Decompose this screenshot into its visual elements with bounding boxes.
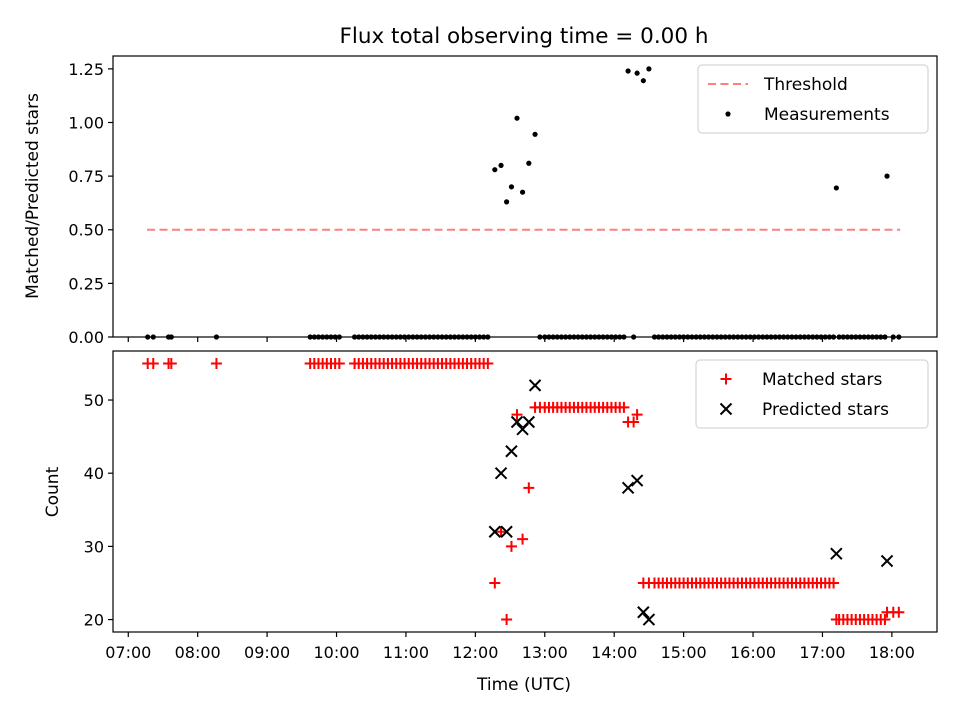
y-tick-label: 40 bbox=[84, 464, 104, 483]
matched-stars-point bbox=[495, 526, 507, 538]
x-tick-label: 12:00 bbox=[452, 643, 498, 662]
axis-ticks: 20 30 40 50 07:00 08:00 09:00 10:00 11:00 12:00 13… bbox=[84, 391, 915, 662]
matched-stars-point bbox=[147, 357, 159, 369]
legend-predicted-swatch bbox=[719, 402, 733, 416]
plot-frame bbox=[112, 350, 938, 633]
x-tick-label: 09:00 bbox=[244, 643, 290, 662]
legend-matched-swatch bbox=[720, 373, 732, 385]
matched-stars-point bbox=[165, 357, 177, 369]
y-tick-label: 50 bbox=[84, 391, 104, 410]
legend-box bbox=[695, 359, 929, 429]
matched-stars-point bbox=[210, 357, 222, 369]
x-tick-label: 18:00 bbox=[869, 643, 915, 662]
axis-ticks: 0.00 0.25 0.50 0.75 1.00 1.25 bbox=[68, 60, 893, 347]
measurement-point bbox=[498, 162, 504, 168]
y-tick-label: 30 bbox=[84, 537, 104, 556]
matched-stars-point bbox=[482, 357, 494, 369]
matched-stars-point bbox=[501, 614, 513, 626]
measurement-point bbox=[519, 189, 526, 195]
panel-title: Flux total observing time = 0.00 h bbox=[340, 24, 709, 49]
matched-stars-point bbox=[879, 614, 891, 626]
measurement-point bbox=[508, 184, 515, 190]
measurement-point bbox=[884, 173, 890, 179]
measurement-point bbox=[526, 160, 532, 166]
measurement-point bbox=[640, 78, 646, 84]
matched-stars-point bbox=[489, 577, 501, 589]
legend-label: Measurements bbox=[764, 105, 890, 125]
predicted-stars-point bbox=[880, 554, 894, 568]
data-series bbox=[142, 357, 905, 626]
y-axis-label: Matched/Predicted stars bbox=[23, 93, 43, 299]
measurement-point bbox=[646, 66, 652, 72]
matched-stars-point bbox=[631, 409, 643, 421]
x-tick-label: 17:00 bbox=[799, 643, 845, 662]
predicted-stars-point bbox=[830, 547, 843, 560]
x-tick-label: 13:00 bbox=[522, 643, 568, 662]
predicted-stars-point bbox=[505, 445, 518, 458]
x-tick-label: 10:00 bbox=[313, 643, 359, 662]
x-tick-label: 16:00 bbox=[730, 643, 776, 662]
predicted-stars-point bbox=[522, 415, 536, 429]
x-tick-label: 11:00 bbox=[383, 643, 429, 662]
legend-measurements-swatch bbox=[725, 111, 731, 117]
measurement-point bbox=[492, 167, 498, 173]
predicted-stars-point bbox=[637, 606, 650, 619]
measurement-point bbox=[504, 199, 510, 205]
y-tick-label: 20 bbox=[84, 611, 104, 630]
measurement-point bbox=[625, 68, 631, 74]
predicted-stars-point bbox=[528, 379, 542, 392]
y-tick-label: 1.00 bbox=[68, 113, 104, 132]
plot-frame bbox=[112, 55, 938, 338]
legend-label: Matched stars bbox=[762, 370, 882, 390]
star-count-panel: Count Time (UTC) 20 30 40 50 07:00 08:00 09:00… bbox=[43, 350, 938, 695]
x-axis-label: Time (UTC) bbox=[476, 675, 571, 695]
predicted-stars-point bbox=[510, 415, 524, 429]
y-tick-label: 0.75 bbox=[68, 167, 104, 186]
matched-stars-point bbox=[828, 577, 840, 589]
legend: Threshold Measurements bbox=[697, 64, 929, 134]
legend-label: Threshold bbox=[763, 75, 848, 95]
legend: Matched stars Predicted stars bbox=[695, 359, 929, 429]
flux-ratio-panel: Flux total observing time = 0.00 h Match… bbox=[23, 24, 938, 347]
legend-label: Predicted stars bbox=[762, 400, 889, 420]
y-tick-label: 0.25 bbox=[68, 274, 104, 293]
predicted-stars-point bbox=[642, 613, 656, 626]
predicted-stars-point bbox=[630, 474, 644, 487]
matched-stars-point bbox=[893, 606, 905, 618]
predicted-stars-point bbox=[494, 466, 508, 480]
measurement-point bbox=[514, 115, 520, 121]
matched-stars-point bbox=[517, 533, 529, 545]
x-tick-label: 07:00 bbox=[105, 643, 151, 662]
x-tick-label: 15:00 bbox=[661, 643, 707, 662]
y-axis-label: Count bbox=[43, 466, 63, 517]
matched-stars-point bbox=[618, 401, 630, 413]
predicted-stars-point bbox=[488, 525, 502, 538]
y-tick-label: 0.00 bbox=[68, 328, 104, 347]
predicted-stars-point bbox=[500, 525, 513, 538]
matched-stars-point bbox=[511, 409, 523, 421]
y-tick-label: 0.50 bbox=[68, 221, 104, 240]
matched-stars-point bbox=[333, 357, 345, 369]
matched-stars-point bbox=[628, 416, 640, 428]
x-tick-label: 14:00 bbox=[591, 643, 637, 662]
y-tick-label: 1.25 bbox=[68, 60, 104, 79]
legend-box bbox=[697, 64, 929, 134]
measurement-point bbox=[634, 70, 640, 76]
matched-stars-point bbox=[505, 540, 517, 552]
matched-stars-point bbox=[523, 482, 535, 494]
measurement-point bbox=[833, 185, 839, 191]
predicted-stars-point bbox=[621, 481, 635, 495]
x-tick-label: 08:00 bbox=[175, 643, 221, 662]
measurement-point bbox=[532, 131, 538, 137]
